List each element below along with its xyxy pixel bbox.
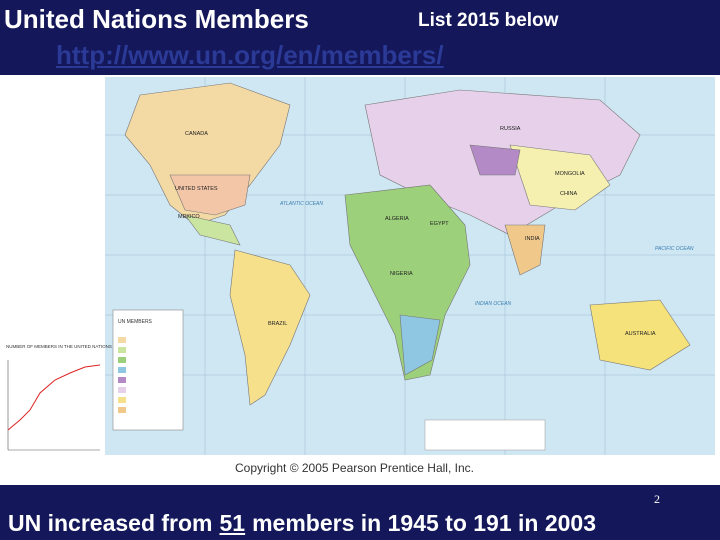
footer-number: 51 bbox=[219, 510, 246, 536]
footer-before: UN increased from bbox=[8, 510, 213, 536]
country-label: RUSSIA bbox=[500, 126, 521, 132]
country-label: BRAZIL bbox=[268, 321, 287, 327]
country-label: MONGOLIA bbox=[555, 171, 585, 177]
country-label: INDIA bbox=[525, 236, 540, 242]
slide-number: 2 bbox=[654, 492, 660, 506]
continents bbox=[124, 82, 691, 406]
country-label: CHINA bbox=[560, 191, 577, 197]
legend-title: UN MEMBERS bbox=[118, 319, 153, 325]
country-label: ALGERIA bbox=[385, 216, 409, 222]
ocean-label: ATLANTIC OCEAN bbox=[279, 201, 323, 207]
country-label: MEXICO bbox=[178, 214, 200, 220]
subtitle: List 2015 below bbox=[418, 10, 559, 31]
country-label: NIGERIA bbox=[390, 271, 413, 277]
footer-text: UN increased from 51 members in 1945 to 19… bbox=[8, 510, 596, 537]
header-band bbox=[0, 0, 720, 75]
inset-title: NUMBER OF MEMBERS IN THE UNITED NATIONS bbox=[6, 344, 112, 349]
country-label: AUSTRALIA bbox=[625, 331, 656, 337]
footer-after: members in 1945 to 191 in 2003 bbox=[252, 510, 597, 536]
title: United Nations Members bbox=[4, 4, 309, 34]
footer-band bbox=[0, 485, 720, 540]
link[interactable]: http://www.un.org/en/members/ bbox=[56, 40, 444, 70]
country-label: UNITED STATES bbox=[175, 186, 218, 192]
map-figure: UN MEMBERS NUMBER OF MEMBERS IN THE UNIT… bbox=[6, 77, 715, 475]
country-label: CANADA bbox=[185, 131, 208, 137]
ocean-label: INDIAN OCEAN bbox=[475, 301, 512, 307]
scale-bar bbox=[424, 419, 546, 451]
ocean-label: PACIFIC OCEAN bbox=[655, 246, 694, 252]
inset-chart bbox=[7, 360, 101, 451]
copyright: Copyright © 2005 Pearson Prentice Hall, … bbox=[235, 461, 474, 475]
country-label: EGYPT bbox=[430, 221, 449, 227]
legend-box bbox=[112, 309, 184, 431]
